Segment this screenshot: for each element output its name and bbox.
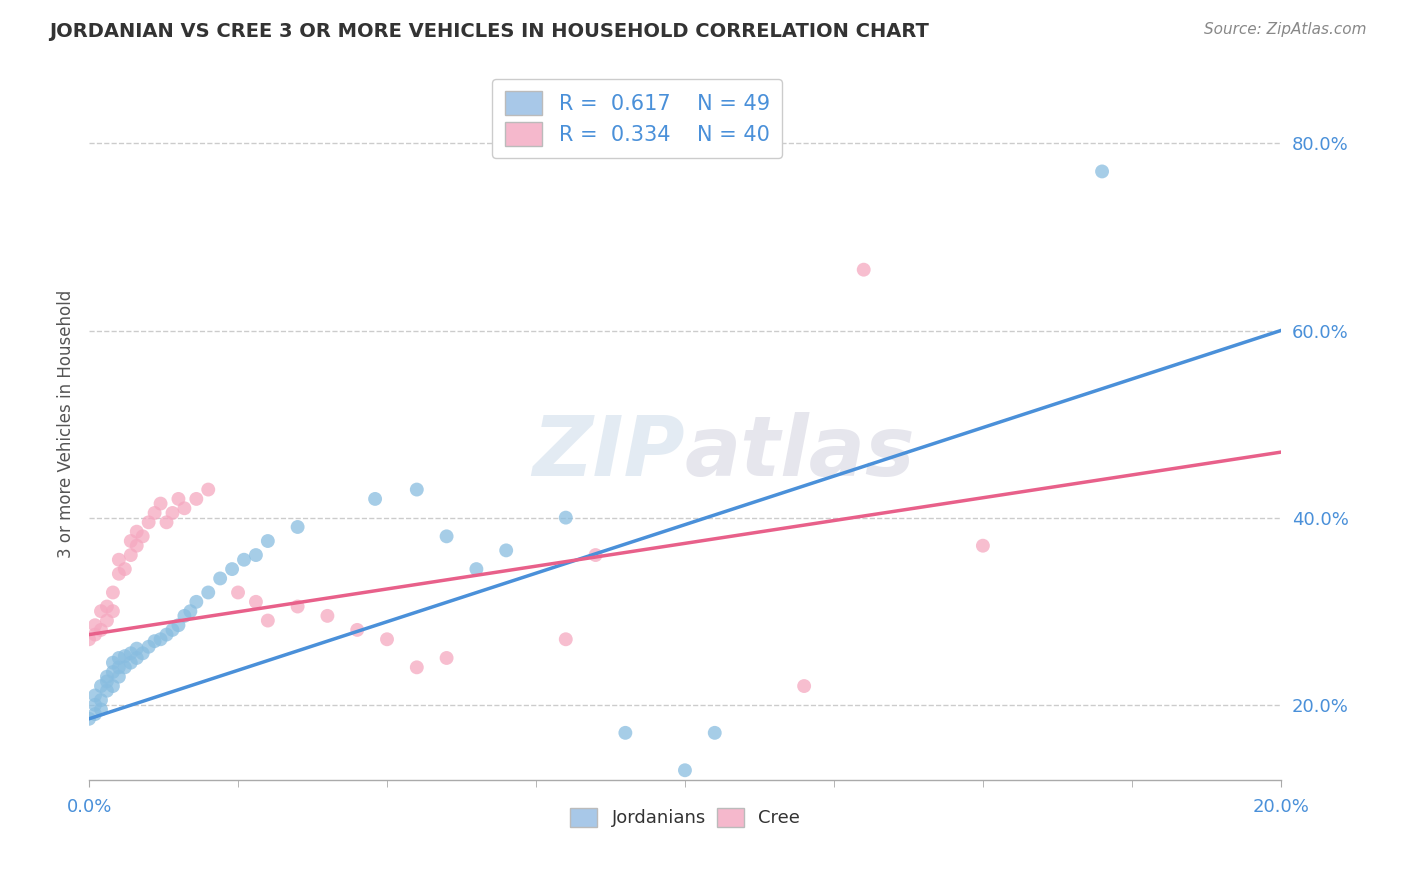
Point xyxy=(226,585,249,599)
Point xyxy=(101,679,124,693)
Point xyxy=(125,651,148,665)
Point xyxy=(167,618,190,632)
Text: JORDANIAN VS CREE 3 OR MORE VEHICLES IN HOUSEHOLD CORRELATION CHART: JORDANIAN VS CREE 3 OR MORE VEHICLES IN … xyxy=(49,22,929,41)
Point xyxy=(131,646,153,660)
Point xyxy=(436,651,458,665)
Point xyxy=(703,726,725,740)
Point xyxy=(90,604,112,618)
Point xyxy=(436,529,458,543)
Point xyxy=(108,651,131,665)
Point xyxy=(120,656,142,670)
Point xyxy=(149,497,172,511)
Point xyxy=(316,608,339,623)
Point xyxy=(120,534,142,549)
Point xyxy=(221,562,243,576)
Point xyxy=(186,491,208,506)
Point xyxy=(233,553,256,567)
Point xyxy=(673,764,696,778)
Point xyxy=(84,618,107,632)
Point xyxy=(793,679,815,693)
Point xyxy=(167,491,190,506)
Point xyxy=(287,520,309,534)
Point xyxy=(162,623,184,637)
Point xyxy=(245,595,267,609)
Point xyxy=(101,585,124,599)
Point xyxy=(375,632,398,647)
Point xyxy=(143,506,166,520)
Point xyxy=(96,599,118,614)
Point xyxy=(465,562,488,576)
Point xyxy=(405,660,427,674)
Point xyxy=(149,632,172,647)
Point xyxy=(125,641,148,656)
Point xyxy=(84,627,107,641)
Point xyxy=(614,726,637,740)
Point xyxy=(96,674,118,689)
Point xyxy=(155,627,177,641)
Point xyxy=(120,646,142,660)
Point xyxy=(256,614,278,628)
Point xyxy=(852,262,875,277)
Point xyxy=(287,599,309,614)
Point xyxy=(256,534,278,549)
Point xyxy=(114,660,136,674)
Point xyxy=(143,634,166,648)
Point xyxy=(138,516,160,530)
Point xyxy=(1091,164,1114,178)
Point xyxy=(77,632,100,647)
Point xyxy=(554,632,576,647)
Point xyxy=(173,608,195,623)
Point xyxy=(108,660,131,674)
Legend: Jordanians, Cree: Jordanians, Cree xyxy=(562,801,807,835)
Point xyxy=(114,562,136,576)
Point xyxy=(173,501,195,516)
Text: atlas: atlas xyxy=(685,412,915,493)
Point xyxy=(120,548,142,562)
Point xyxy=(245,548,267,562)
Point xyxy=(84,689,107,703)
Text: ZIP: ZIP xyxy=(533,412,685,493)
Point xyxy=(108,553,131,567)
Point xyxy=(90,679,112,693)
Point xyxy=(90,702,112,716)
Point xyxy=(209,571,232,585)
Point xyxy=(186,595,208,609)
Y-axis label: 3 or more Vehicles in Household: 3 or more Vehicles in Household xyxy=(58,290,75,558)
Point xyxy=(84,707,107,722)
Point xyxy=(131,529,153,543)
Point xyxy=(162,506,184,520)
Point xyxy=(90,623,112,637)
Point xyxy=(108,566,131,581)
Point xyxy=(346,623,368,637)
Point xyxy=(405,483,427,497)
Point xyxy=(101,656,124,670)
Point xyxy=(96,614,118,628)
Point xyxy=(364,491,387,506)
Point xyxy=(197,483,219,497)
Point xyxy=(114,649,136,664)
Point xyxy=(77,712,100,726)
Point xyxy=(101,604,124,618)
Point xyxy=(179,604,201,618)
Point xyxy=(125,539,148,553)
Point xyxy=(972,539,994,553)
Point xyxy=(495,543,517,558)
Point xyxy=(90,693,112,707)
Point xyxy=(138,640,160,654)
Point xyxy=(197,585,219,599)
Point xyxy=(108,670,131,684)
Text: Source: ZipAtlas.com: Source: ZipAtlas.com xyxy=(1204,22,1367,37)
Point xyxy=(155,516,177,530)
Point xyxy=(96,670,118,684)
Point xyxy=(585,548,607,562)
Point xyxy=(125,524,148,539)
Point xyxy=(101,665,124,679)
Point xyxy=(554,510,576,524)
Point xyxy=(96,683,118,698)
Point xyxy=(84,698,107,712)
